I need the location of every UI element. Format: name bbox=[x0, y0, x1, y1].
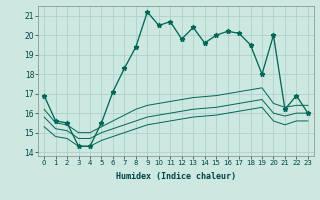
X-axis label: Humidex (Indice chaleur): Humidex (Indice chaleur) bbox=[116, 172, 236, 181]
